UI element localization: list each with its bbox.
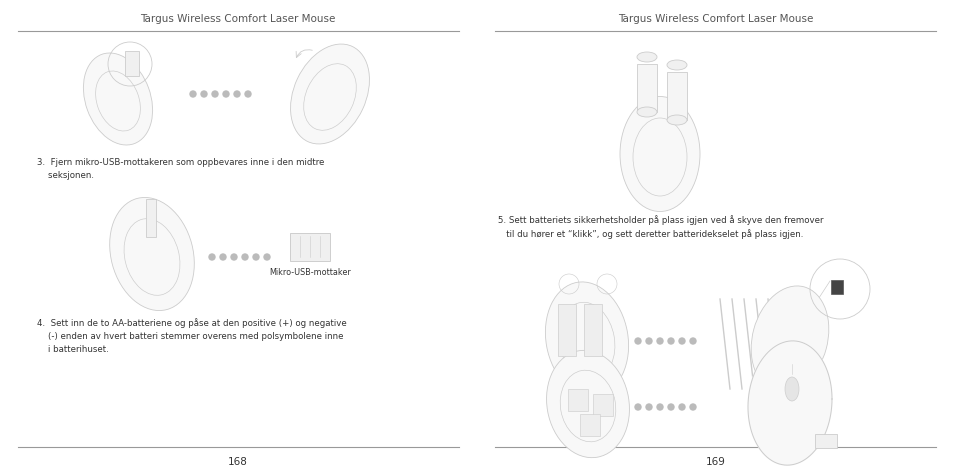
Circle shape <box>242 255 248 260</box>
Circle shape <box>220 255 226 260</box>
Circle shape <box>657 338 662 344</box>
Text: Mikro-USB-mottaker: Mikro-USB-mottaker <box>269 268 351 277</box>
Circle shape <box>679 338 684 344</box>
Circle shape <box>212 92 218 98</box>
Text: 4.  Sett inn de to AA-batteriene og påse at den positive (+) og negative
    (-): 4. Sett inn de to AA-batteriene og påse … <box>37 317 346 354</box>
Text: 5. Sett batteriets sikkerhetsholder på plass igjen ved å skyve den fremover
   t: 5. Sett batteriets sikkerhetsholder på p… <box>497 215 822 239</box>
Text: Targus Wireless Comfort Laser Mouse: Targus Wireless Comfort Laser Mouse <box>618 14 813 24</box>
Circle shape <box>657 404 662 410</box>
Ellipse shape <box>637 108 657 118</box>
Circle shape <box>253 255 258 260</box>
Circle shape <box>679 404 684 410</box>
Circle shape <box>209 255 214 260</box>
FancyBboxPatch shape <box>146 199 156 238</box>
Circle shape <box>201 92 207 98</box>
Text: 3.  Fjern mikro-USB-mottakeren som oppbevares inne i den midtre
    seksjonen.: 3. Fjern mikro-USB-mottakeren som oppbev… <box>37 158 324 180</box>
Circle shape <box>190 92 195 98</box>
Ellipse shape <box>784 377 799 401</box>
Ellipse shape <box>637 53 657 63</box>
Circle shape <box>635 404 640 410</box>
FancyBboxPatch shape <box>583 304 601 356</box>
Text: Targus Wireless Comfort Laser Mouse: Targus Wireless Comfort Laser Mouse <box>140 14 335 24</box>
FancyBboxPatch shape <box>567 389 587 411</box>
Ellipse shape <box>666 116 686 126</box>
Ellipse shape <box>291 45 369 145</box>
Ellipse shape <box>545 282 628 396</box>
Ellipse shape <box>619 97 700 212</box>
FancyBboxPatch shape <box>290 234 330 261</box>
FancyBboxPatch shape <box>814 434 836 448</box>
Circle shape <box>667 404 673 410</box>
FancyBboxPatch shape <box>830 280 842 294</box>
FancyBboxPatch shape <box>637 65 657 113</box>
FancyBboxPatch shape <box>666 73 686 121</box>
Circle shape <box>689 338 696 344</box>
Circle shape <box>645 338 651 344</box>
Ellipse shape <box>83 54 152 146</box>
Circle shape <box>233 92 240 98</box>
Circle shape <box>667 338 673 344</box>
Circle shape <box>231 255 236 260</box>
FancyBboxPatch shape <box>558 304 576 356</box>
Circle shape <box>635 338 640 344</box>
FancyBboxPatch shape <box>579 414 599 436</box>
FancyBboxPatch shape <box>593 394 613 416</box>
Text: 169: 169 <box>705 456 725 466</box>
FancyBboxPatch shape <box>125 52 139 77</box>
Ellipse shape <box>666 61 686 71</box>
Ellipse shape <box>546 351 629 458</box>
Circle shape <box>264 255 270 260</box>
Circle shape <box>645 404 651 410</box>
Ellipse shape <box>750 287 828 392</box>
Polygon shape <box>747 341 831 465</box>
Text: 168: 168 <box>228 456 248 466</box>
Circle shape <box>245 92 251 98</box>
Ellipse shape <box>110 198 194 311</box>
Circle shape <box>223 92 229 98</box>
Circle shape <box>689 404 696 410</box>
